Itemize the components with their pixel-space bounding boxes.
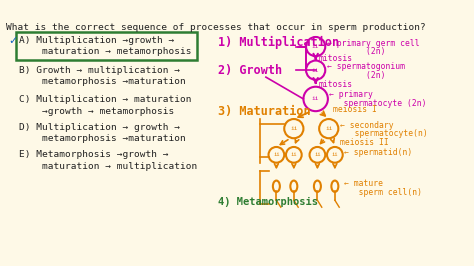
Text: mitosis: mitosis bbox=[318, 80, 352, 89]
Text: maturation → multiplication: maturation → multiplication bbox=[19, 162, 197, 171]
Text: ← mature: ← mature bbox=[345, 179, 383, 188]
Text: E) Metamorphosis →growth →: E) Metamorphosis →growth → bbox=[19, 151, 168, 159]
Text: ii: ii bbox=[312, 97, 319, 101]
Text: ii: ii bbox=[290, 126, 298, 131]
Text: ✓: ✓ bbox=[9, 36, 18, 46]
Text: ← primary germ cell: ← primary germ cell bbox=[327, 39, 419, 48]
Text: A) Multiplication →growth →: A) Multiplication →growth → bbox=[19, 36, 174, 45]
Text: ← spermatogonium: ← spermatogonium bbox=[327, 62, 405, 71]
Text: ← primary: ← primary bbox=[329, 90, 373, 99]
Text: 3) Maturation: 3) Maturation bbox=[218, 105, 310, 118]
Text: ii: ii bbox=[312, 68, 319, 73]
Text: ii: ii bbox=[332, 152, 338, 157]
Text: mitosis: mitosis bbox=[318, 54, 352, 63]
Text: 2) Growth: 2) Growth bbox=[218, 64, 282, 77]
Text: maturation → metamorphosis: maturation → metamorphosis bbox=[19, 47, 191, 56]
Text: ii: ii bbox=[312, 44, 319, 49]
Text: metamorphosis →maturation: metamorphosis →maturation bbox=[19, 134, 186, 143]
Text: spermatocyte(n): spermatocyte(n) bbox=[340, 129, 428, 138]
Text: ← secondary: ← secondary bbox=[340, 121, 394, 130]
Text: 1) Multiplication: 1) Multiplication bbox=[218, 36, 339, 49]
Text: B) Growth → multiplication →: B) Growth → multiplication → bbox=[19, 66, 180, 75]
Text: What is the correct sequence of processes that occur in sperm production?: What is the correct sequence of processe… bbox=[6, 23, 426, 32]
Text: (2n): (2n) bbox=[327, 71, 385, 80]
Text: meiosis I: meiosis I bbox=[333, 105, 377, 114]
Text: ii: ii bbox=[291, 152, 297, 157]
Text: ii: ii bbox=[273, 152, 280, 157]
Text: metamorphosis →maturation: metamorphosis →maturation bbox=[19, 77, 186, 86]
Text: ← spermatid(n): ← spermatid(n) bbox=[345, 148, 413, 157]
Text: →growth → metamorphosis: →growth → metamorphosis bbox=[19, 107, 174, 116]
Text: ii: ii bbox=[325, 126, 332, 131]
Text: 4) Metamorphosis: 4) Metamorphosis bbox=[218, 197, 318, 207]
Text: meiosis II: meiosis II bbox=[340, 138, 389, 147]
Text: ii: ii bbox=[314, 152, 320, 157]
Text: sperm cell(n): sperm cell(n) bbox=[345, 188, 422, 197]
Text: D) Multiplication → growth →: D) Multiplication → growth → bbox=[19, 123, 180, 131]
Text: C) Multiplication → maturation: C) Multiplication → maturation bbox=[19, 95, 191, 105]
Text: spermatocyte (2n): spermatocyte (2n) bbox=[329, 99, 426, 108]
Text: (2n): (2n) bbox=[327, 47, 385, 56]
